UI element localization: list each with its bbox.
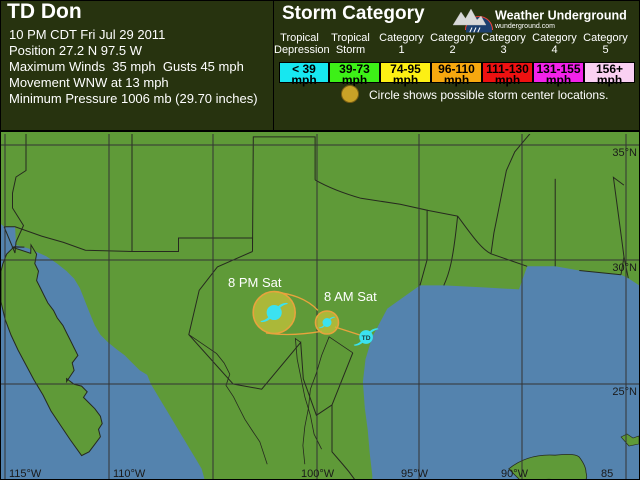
- svg-text:35°N: 35°N: [612, 147, 637, 159]
- svg-text:25°N: 25°N: [612, 386, 637, 398]
- svg-text:115°W: 115°W: [9, 468, 42, 479]
- svg-text:8 AM Sat: 8 AM Sat: [324, 289, 377, 304]
- svg-text:90°W: 90°W: [501, 468, 529, 479]
- svg-text:8 PM Sat: 8 PM Sat: [228, 275, 282, 290]
- svg-text:Weather Underground: Weather Underground: [495, 9, 627, 23]
- svg-text:wunderground.com: wunderground.com: [494, 23, 555, 30]
- svg-text:TD: TD: [362, 335, 371, 342]
- svg-text:95°W: 95°W: [401, 468, 429, 479]
- svg-text:85: 85: [601, 468, 613, 479]
- svg-text:110°W: 110°W: [113, 468, 146, 479]
- svg-text:100°W: 100°W: [301, 468, 335, 479]
- svg-text:30°N: 30°N: [612, 262, 637, 274]
